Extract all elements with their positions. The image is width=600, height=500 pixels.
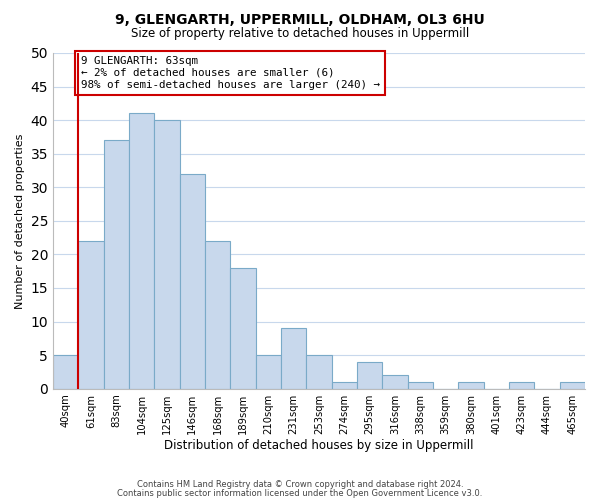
Y-axis label: Number of detached properties: Number of detached properties xyxy=(15,133,25,308)
Bar xyxy=(104,140,129,388)
X-axis label: Distribution of detached houses by size in Uppermill: Distribution of detached houses by size … xyxy=(164,440,474,452)
Bar xyxy=(332,382,357,388)
Bar xyxy=(307,355,332,388)
Text: Size of property relative to detached houses in Uppermill: Size of property relative to detached ho… xyxy=(131,28,469,40)
Bar xyxy=(79,241,104,388)
Bar xyxy=(205,241,230,388)
Bar xyxy=(129,114,154,388)
Bar xyxy=(53,355,79,388)
Bar xyxy=(256,355,281,388)
Bar xyxy=(509,382,535,388)
Text: Contains HM Land Registry data © Crown copyright and database right 2024.: Contains HM Land Registry data © Crown c… xyxy=(137,480,463,489)
Bar xyxy=(458,382,484,388)
Bar xyxy=(179,174,205,388)
Bar xyxy=(281,328,307,388)
Bar xyxy=(382,376,407,388)
Bar xyxy=(154,120,179,388)
Bar xyxy=(407,382,433,388)
Bar xyxy=(357,362,382,388)
Text: 9, GLENGARTH, UPPERMILL, OLDHAM, OL3 6HU: 9, GLENGARTH, UPPERMILL, OLDHAM, OL3 6HU xyxy=(115,12,485,26)
Text: Contains public sector information licensed under the Open Government Licence v3: Contains public sector information licen… xyxy=(118,488,482,498)
Bar xyxy=(560,382,585,388)
Bar xyxy=(230,268,256,388)
Text: 9 GLENGARTH: 63sqm
← 2% of detached houses are smaller (6)
98% of semi-detached : 9 GLENGARTH: 63sqm ← 2% of detached hous… xyxy=(81,56,380,90)
